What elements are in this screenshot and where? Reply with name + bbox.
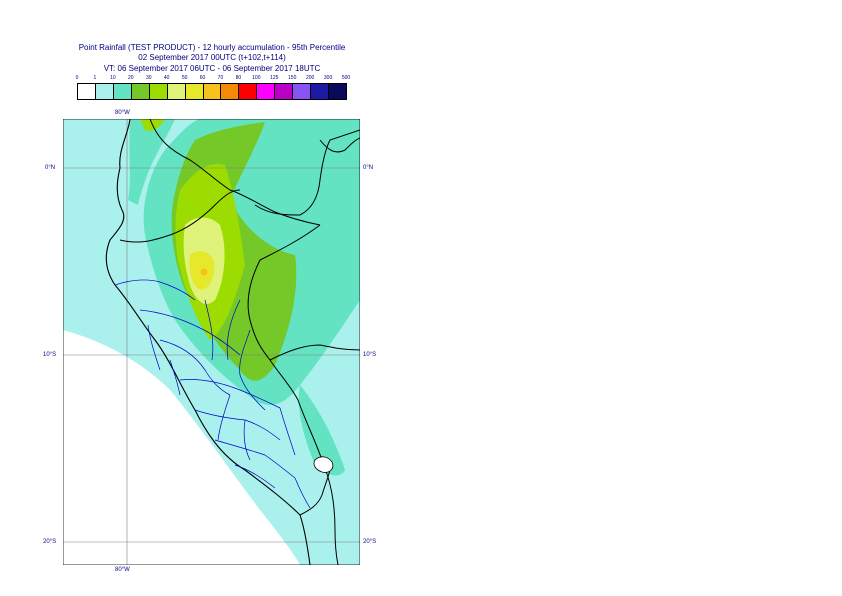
legend-tick-label: 80 — [235, 75, 242, 81]
legend-tick-label: 0 — [75, 75, 79, 81]
legend-tick-label: 70 — [217, 75, 224, 81]
country-border-peru-brazil — [254, 129, 360, 216]
rain-zone-orange — [200, 268, 208, 276]
valid-time-label: VT: 06 September 2017 06UTC - 06 Septemb… — [103, 64, 321, 73]
rain-zone-moderate-south — [298, 385, 345, 476]
legend-tick-label: 200 — [305, 75, 315, 81]
legend-tick-label: 500 — [341, 75, 351, 81]
lon-label-top: 80°W — [115, 110, 130, 116]
lat-label-left-20s: 20°S — [43, 539, 57, 545]
lat-label-right-10s: 10°S — [363, 352, 377, 358]
country-border-bolivia — [269, 344, 360, 361]
country-border-chile — [299, 469, 331, 516]
legend-tick-label: 10 — [110, 75, 116, 81]
legend-tick-label: 125 — [270, 75, 279, 81]
lat-label-right-0: 0°N — [363, 165, 374, 171]
legend-tick-label: 100 — [252, 75, 261, 81]
regional-borders — [114, 279, 311, 509]
lake-titicaca — [313, 456, 334, 473]
lat-label-left-0: 0°N — [45, 165, 56, 171]
rain-zone-moderate-coast — [128, 119, 175, 205]
legend-tick-label: 300 — [323, 75, 333, 81]
map-title: Point Rainfall (TEST PRODUCT) - 12 hourl… — [78, 43, 346, 52]
coastline — [105, 119, 311, 565]
legend-tick-label: 40 — [163, 75, 170, 81]
legend-tick-label: 60 — [199, 75, 206, 81]
lon-label-bottom: 80°W — [115, 567, 130, 573]
lat-label-left-10s: 10°S — [43, 352, 57, 358]
country-border-brazil-north — [319, 137, 360, 153]
country-border-peru-east — [247, 224, 339, 565]
legend-tick-label: 20 — [128, 75, 134, 81]
ocean-dry-zone-2 — [63, 480, 250, 565]
legend-tick-label: 30 — [145, 75, 152, 81]
legend-tick-label: 150 — [288, 75, 297, 81]
country-border-ecuador-peru — [119, 189, 241, 243]
legend-swatch — [328, 83, 347, 100]
base-time-label: 02 September 2017 00UTC (t+102,t+114) — [138, 53, 286, 62]
legend-tick-label: 1 — [93, 75, 97, 81]
legend-tick-label: 50 — [181, 75, 188, 81]
country-border-ecuador-colombia — [149, 119, 321, 226]
lat-label-right-20s: 20°S — [363, 539, 377, 545]
